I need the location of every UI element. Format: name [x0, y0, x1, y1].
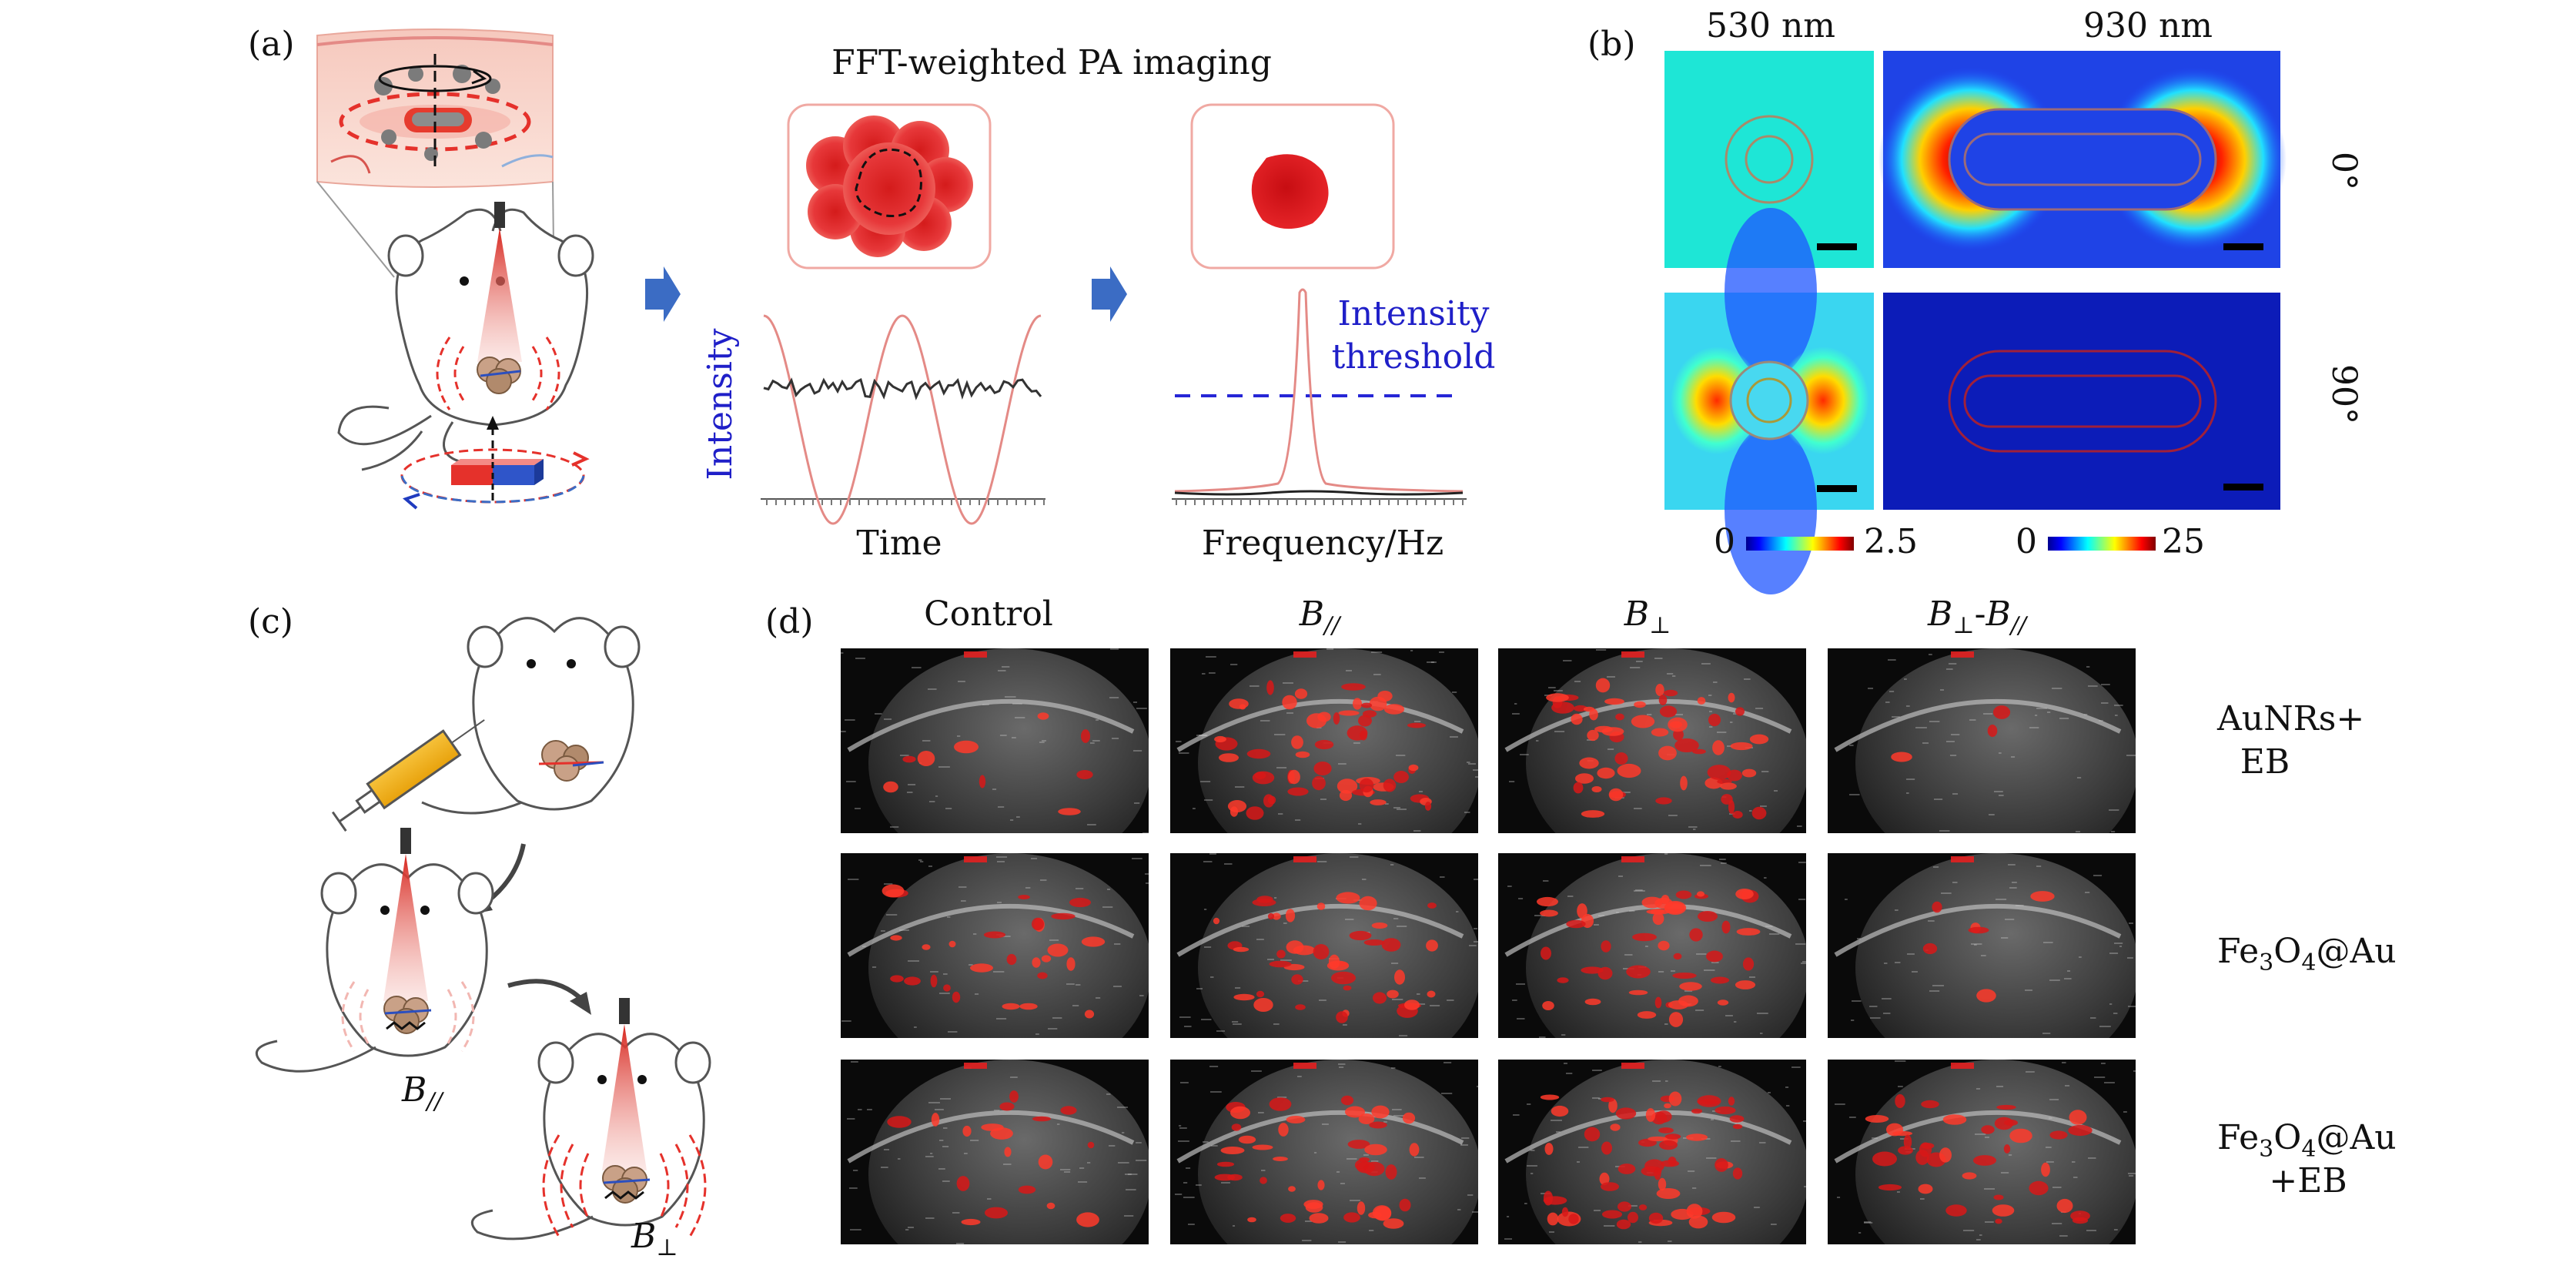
field-map-rod-90deg	[1883, 293, 2280, 510]
tumor-icon	[538, 740, 604, 782]
ultrasound-image	[1498, 1060, 1806, 1244]
row-label-aunrs-eb-line2: EB	[2240, 742, 2290, 782]
wavelength-label-530: 530 nm	[1706, 6, 1835, 45]
time-axis-label: Time	[856, 524, 942, 563]
panel-c: B// B⊥	[255, 617, 711, 1261]
y-axis-label: Intensity	[701, 328, 740, 480]
laser-beam-icon	[477, 228, 522, 362]
frequency-axis-label: Frequency/Hz	[1202, 524, 1444, 563]
noise-curve	[763, 377, 1042, 400]
b-perpendicular-label: B⊥	[631, 1217, 678, 1261]
colorbar-min: 0	[1714, 522, 1735, 561]
ultrasound-image	[1498, 648, 1806, 833]
tissue-inset-illustration	[316, 28, 554, 188]
panel-c-label: (c)	[248, 602, 293, 641]
panel-d-label: (d)	[765, 602, 814, 641]
frequency-domain-plot	[1172, 288, 1467, 505]
mouse-illustration-parallel	[255, 863, 494, 1073]
transducer-icon	[494, 202, 505, 228]
rotating-magnet-icon	[400, 448, 590, 510]
ultrasound-image	[1170, 648, 1478, 833]
panel-b: 530 nm 930 nm 0° 90°	[1664, 6, 2364, 594]
ultrasound-image	[841, 853, 1149, 1038]
ultrasound-image	[1498, 853, 1806, 1038]
panel-a: FFT-weighted PA imaging Intensity Time	[316, 28, 1496, 563]
transducer-icon	[619, 998, 630, 1024]
field-map-rod-0deg	[1878, 51, 2287, 268]
mouse-illustration-perpendicular	[470, 1033, 711, 1241]
signal-peak-curve	[1174, 288, 1464, 493]
row-label-fe3o4-au: Fe3O4@Au	[2217, 932, 2397, 976]
mouse-illustration-injection	[421, 617, 641, 815]
colorbar-530: 0 2.5	[1714, 522, 1918, 561]
angle-label-0: 0°	[2324, 152, 2364, 190]
column-label-control: Control	[924, 594, 1053, 634]
column-label-b-parallel: B//	[1299, 594, 1342, 639]
ultrasound-image	[1170, 853, 1478, 1038]
ultrasound-image	[841, 1060, 1149, 1244]
raw-pa-image	[787, 103, 992, 270]
b-parallel-label: B//	[401, 1070, 444, 1115]
laser-beam-icon	[383, 854, 428, 1001]
angle-label-90: 90°	[2324, 364, 2364, 424]
column-label-b-perpendicular: B⊥	[1624, 594, 1671, 639]
fft-title: FFT-weighted PA imaging	[831, 43, 1272, 82]
syringe-icon	[331, 719, 485, 832]
pa-wave-icon	[436, 337, 560, 410]
row-label-fe3o4-au-eb-line1: Fe3O4@Au	[2217, 1118, 2397, 1163]
ultrasound-image	[1828, 1060, 2136, 1244]
flow-arrow-icon	[507, 979, 586, 1003]
ultrasound-image	[841, 648, 1149, 833]
signal-curve	[763, 314, 1042, 525]
mouse-illustration-a	[337, 208, 594, 471]
transducer-icon	[400, 828, 411, 854]
ultrasound-image	[1828, 648, 2136, 833]
panel-d: Control B// B⊥ B⊥-B// AuNRs+ EB Fe3O4@Au…	[841, 594, 2397, 1244]
colorbar-max: 25	[2162, 522, 2205, 561]
tumor-icon	[602, 1165, 651, 1204]
mouse-eye	[460, 276, 469, 286]
ultrasound-image-grid	[841, 648, 2136, 1244]
threshold-label-line2: threshold	[1332, 337, 1496, 377]
panel-a-label: (a)	[248, 25, 295, 64]
ultrasound-image	[1170, 1060, 1478, 1244]
threshold-label-line1: Intensity	[1338, 294, 1490, 333]
flow-arrow-icon	[645, 266, 681, 322]
flow-arrow-icon	[1092, 266, 1127, 322]
tumor-icon	[383, 996, 432, 1034]
row-label-fe3o4-au-eb-line2: +EB	[2269, 1161, 2347, 1200]
colorbar-min: 0	[2016, 522, 2037, 561]
noise-spectrum-curve	[1174, 490, 1464, 496]
wavelength-label-930: 930 nm	[2083, 6, 2213, 45]
row-label-aunrs-eb-line1: AuNRs+	[2216, 699, 2364, 738]
panel-b-label: (b)	[1587, 25, 1636, 64]
tumor-icon	[477, 357, 521, 394]
time-domain-plot	[761, 314, 1045, 525]
colorbar-max: 2.5	[1864, 522, 1918, 561]
colorbar-930: 0 25	[2016, 522, 2205, 561]
filtered-pa-image	[1190, 103, 1395, 270]
field-map-sphere-90deg	[1664, 208, 1874, 594]
laser-beam-icon	[602, 1024, 647, 1170]
ultrasound-image	[1828, 853, 2136, 1038]
column-label-difference: B⊥-B//	[1927, 594, 2029, 639]
